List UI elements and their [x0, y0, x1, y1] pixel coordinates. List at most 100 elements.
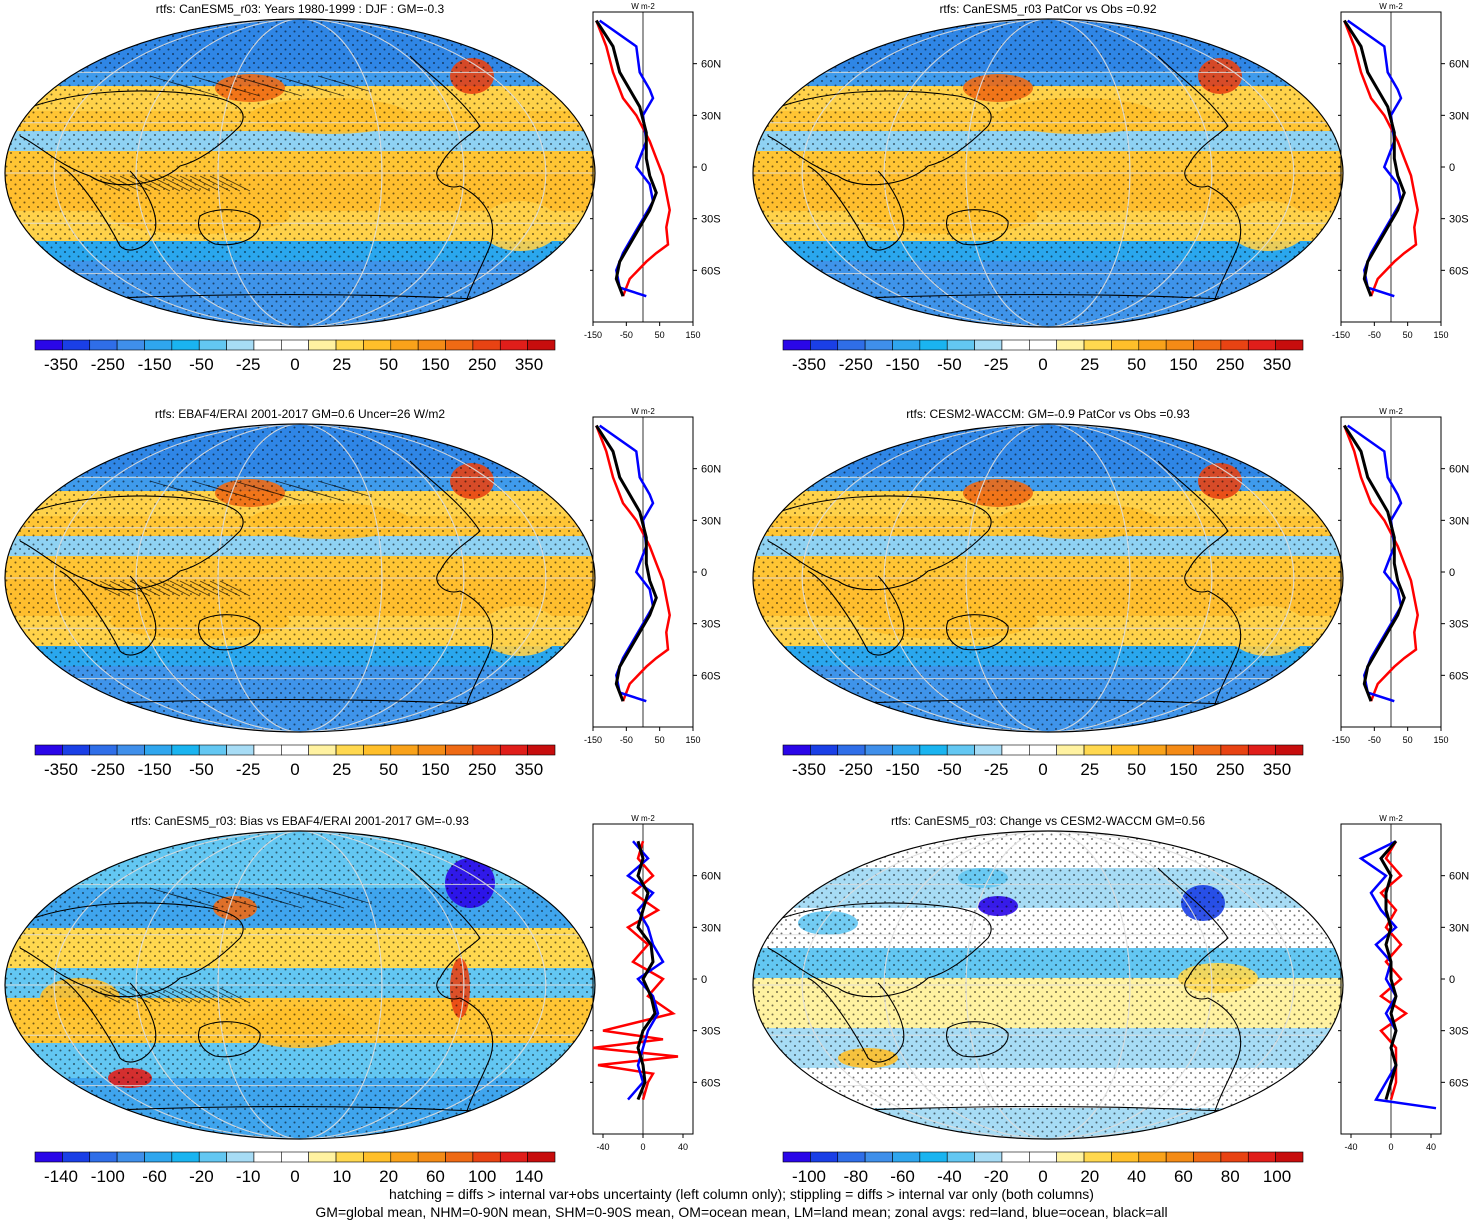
colorbar-swatch: [1193, 1151, 1222, 1163]
zonal-xtick-label: 150: [1433, 330, 1448, 340]
zonal-xtick-label: -50: [620, 735, 633, 745]
zonal-xtick-label: 50: [655, 330, 665, 340]
colorbar-swatch: [363, 339, 392, 351]
colorbar-swatch: [198, 744, 227, 756]
colorbar-swatch: [308, 339, 337, 351]
colorbar-swatch: [116, 339, 145, 351]
colorbar-swatch: [974, 744, 1003, 756]
colorbar-tick-label: 150: [421, 760, 449, 779]
colorbar-swatch: [116, 744, 145, 756]
colorbar-tick-label: 350: [1263, 760, 1291, 779]
map-title: rtfs: CESM2-WACCM: GM=-0.9 PatCor vs Obs…: [906, 407, 1190, 421]
colorbar-swatch: [445, 339, 474, 351]
colorbar-tick-label: 250: [468, 355, 496, 374]
colorbar-swatch: [946, 1151, 975, 1163]
zonal-xtick-label: 50: [655, 735, 665, 745]
colorbar-tick-label: 20: [379, 1167, 398, 1186]
zonal-xtick-label: 150: [685, 735, 700, 745]
zonal-mean-plot: W m-2 60N 30N 0 30S 60S -150 -50 50 150: [584, 2, 721, 340]
colorbar-swatch: [363, 1151, 392, 1163]
map-border: [4, 830, 596, 1140]
colorbar-tick-label: -50: [189, 355, 214, 374]
zonal-ytick-label: 30S: [1449, 214, 1469, 226]
map-border: [4, 18, 596, 328]
zonal-ytick-label: 0: [1449, 974, 1455, 986]
zonal-ytick-label: 60N: [1449, 59, 1469, 71]
colorbar-swatch: [417, 339, 446, 351]
zonal-ytick-label: 0: [1449, 567, 1455, 579]
colorbar-tick-label: 100: [468, 1167, 496, 1186]
zonal-unit-label: W m-2: [631, 814, 655, 823]
graticule: [5, 831, 595, 1139]
colorbar-swatch: [445, 1151, 474, 1163]
zonal-ytick-label: 60N: [701, 464, 721, 476]
colorbar-swatch: [308, 744, 337, 756]
colorbar-swatch: [892, 339, 921, 351]
colorbar-swatch: [171, 744, 200, 756]
colorbar-swatch: [144, 1151, 173, 1163]
colorbar-swatch: [335, 1151, 364, 1163]
coastline: [459, 185, 494, 307]
colorbar-tick-label: -50: [937, 355, 962, 374]
colorbar-swatch: [1275, 1151, 1304, 1163]
coastline: [409, 867, 481, 1000]
colorbar-tick-label: 0: [290, 1167, 299, 1186]
colorbar-tick-label: -250: [91, 355, 125, 374]
colorbar-tick-label: 0: [290, 760, 299, 779]
zonal-line-land: [595, 425, 671, 702]
colorbar: -350 -250 -150 -50 -25 0 25 50 150 250 350: [782, 339, 1304, 374]
colorbar-swatch: [171, 339, 200, 351]
panel-clim-canesm5: rtfs: CanESM5_r03: Years 1980-1999 : DJF…: [0, 0, 740, 405]
zonal-ytick-label: 30N: [701, 515, 721, 527]
colorbar-swatch: [1138, 1151, 1167, 1163]
colorbar-tick-label: 100: [1263, 1167, 1291, 1186]
zonal-unit-label: W m-2: [1379, 407, 1403, 416]
map-border: [752, 423, 1344, 733]
coastline: [197, 1021, 261, 1058]
colorbar-swatch: [919, 339, 948, 351]
zonal-line-all: [1343, 424, 1406, 702]
colorbar-tick-label: -20: [189, 1167, 214, 1186]
global-map: [4, 423, 596, 733]
colorbar-swatch: [1111, 1151, 1140, 1163]
colorbar-swatch: [1138, 339, 1167, 351]
hatching: [89, 480, 373, 597]
hatching: [89, 75, 373, 192]
colorbar-tick-label: 0: [1038, 355, 1047, 374]
colorbar-swatch: [1029, 1151, 1057, 1163]
zonal-xtick-label: -150: [1332, 735, 1350, 745]
zonal-ytick-label: 30N: [1449, 515, 1469, 527]
colorbar-tick-label: 25: [332, 760, 351, 779]
colorbar-swatch: [782, 1151, 811, 1163]
colorbar-tick-label: -140: [44, 1167, 78, 1186]
colorbar-tick-label: 25: [1080, 760, 1099, 779]
colorbar-swatch: [445, 744, 474, 756]
zonal-ytick-label: 30S: [1449, 619, 1469, 631]
colorbar-swatch: [417, 1151, 446, 1163]
zonal-unit-label: W m-2: [1379, 814, 1403, 823]
colorbar-tick-label: 350: [1263, 355, 1291, 374]
zonal-line-all: [595, 424, 658, 702]
footer-note-legend: GM=global mean, NHM=0-90N mean, SHM=0-90…: [315, 1204, 1168, 1220]
colorbar-swatch: [810, 744, 839, 756]
colorbar-tick-label: -25: [984, 760, 1009, 779]
colorbar-swatch: [226, 339, 255, 351]
colorbar-swatch: [1001, 1151, 1030, 1163]
colorbar-swatch: [34, 339, 63, 351]
colorbar-swatch: [864, 339, 893, 351]
colorbar-swatch: [1220, 339, 1249, 351]
zonal-ytick-label: 60S: [1449, 1077, 1469, 1089]
colorbar-swatch: [974, 1151, 1003, 1163]
zonal-line-land: [1343, 20, 1419, 297]
colorbar-tick-label: 50: [379, 760, 398, 779]
colorbar-swatch: [1083, 339, 1112, 351]
colorbar-swatch: [253, 1151, 282, 1163]
colorbar: -350 -250 -150 -50 -25 0 25 50 150 250 350: [34, 339, 556, 374]
zonal-xtick-label: -150: [584, 330, 602, 340]
colorbar-tick-label: -250: [839, 760, 873, 779]
colorbar-swatch: [782, 339, 811, 351]
coastline: [807, 977, 905, 1063]
colorbar-tick-label: -350: [44, 355, 78, 374]
colorbar-swatch: [1083, 1151, 1112, 1163]
colorbar-tick-label: 60: [1174, 1167, 1193, 1186]
